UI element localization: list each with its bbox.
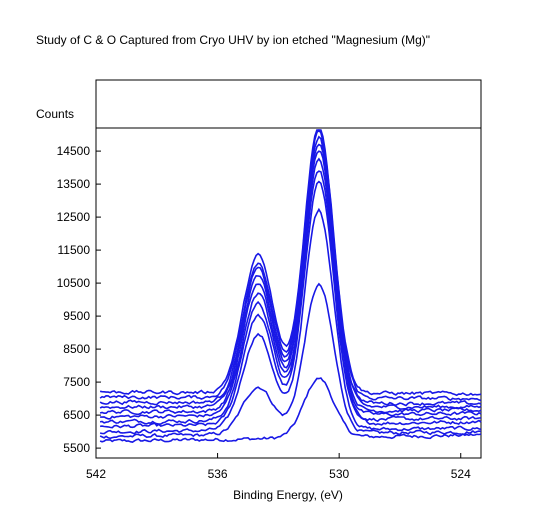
- x-tick-label: 530: [329, 467, 349, 481]
- y-tick-label: 10500: [57, 276, 91, 290]
- y-tick-label: 9500: [63, 309, 90, 323]
- spectrum-line-3: [99, 207, 482, 435]
- x-axis-ticks: 542 536 530 524: [86, 453, 471, 481]
- spectrum-line-2: [99, 282, 482, 440]
- spectrum-line-11: [99, 129, 482, 397]
- y-tick-label: 8500: [63, 342, 90, 356]
- y-tick-label: 13500: [57, 177, 91, 191]
- spectrum-line-9: [99, 135, 482, 407]
- x-tick-label: 542: [86, 467, 106, 481]
- spectrum-line-4: [100, 180, 482, 429]
- y-axis-label: Counts: [36, 107, 74, 121]
- y-tick-label: 11500: [58, 243, 91, 257]
- x-tick-label: 524: [451, 467, 471, 481]
- y-tick-label: 7500: [63, 375, 90, 389]
- spectrum-line-6: [100, 157, 482, 420]
- y-axis-ticks: 5500 6500 7500 8500 9500 10500 11500 12500 13500…: [57, 144, 101, 455]
- y-tick-label: 14500: [57, 144, 91, 158]
- spectra-series: [99, 129, 482, 444]
- y-tick-label: 12500: [57, 210, 91, 224]
- x-tick-label: 536: [208, 467, 228, 481]
- spectrum-line-5: [99, 170, 482, 425]
- y-tick-label: 5500: [63, 441, 90, 455]
- chart-title: Study of C & O Captured from Cryo UHV by…: [36, 33, 430, 47]
- x-axis-label: Binding Energy, (eV): [233, 488, 343, 502]
- y-tick-label: 6500: [63, 408, 90, 422]
- spectrum-line-1: [99, 377, 482, 444]
- spectrum-line-8: [99, 143, 482, 410]
- spectrum-line-7: [99, 150, 482, 416]
- plot-frame: [95, 79, 482, 459]
- spectrum-line-10: [99, 129, 482, 402]
